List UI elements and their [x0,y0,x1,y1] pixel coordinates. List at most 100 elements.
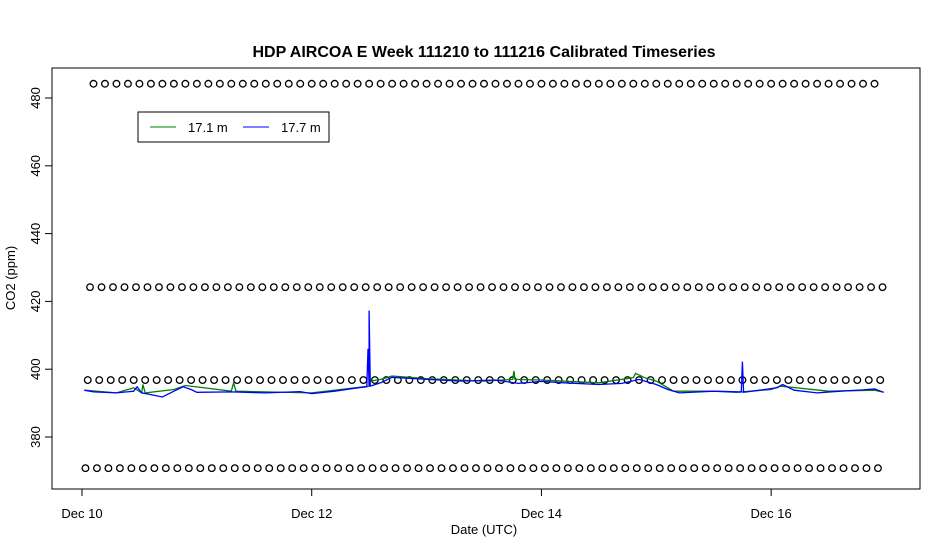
calibration-point [655,464,664,473]
calibration-point [548,79,557,88]
calibration-point [864,376,873,384]
calibration-point [506,464,515,473]
calibration-point [709,79,718,88]
x-tick-label: Dec 12 [291,506,332,521]
calibration-point [476,283,485,292]
calibration-point [874,464,882,473]
calibration-point [127,464,136,473]
calibration-point [698,79,707,88]
calibration-point [230,464,239,473]
calibration-point [250,79,259,88]
legend-label-17-1m: 17.1 m [188,120,228,135]
calibration-point [445,79,454,88]
calibration-point [686,79,695,88]
calibration-point [81,464,90,473]
x-tick-label: Dec 14 [521,506,562,521]
calibration-point [663,79,672,88]
calibration-point [644,464,653,473]
calibration-point [242,464,251,473]
calibration-point [164,376,173,384]
calibration-point [617,79,626,88]
calibration-point [690,464,699,473]
calibration-point [92,464,101,473]
calibration-point [704,376,712,384]
calibration-point [870,79,879,88]
calibration-point [678,464,687,473]
calibration-point [177,283,186,292]
calibration-point [465,283,474,292]
calibration-point [606,79,615,88]
calibration-point [717,283,726,292]
calibration-point [853,376,862,384]
calibration-point [359,376,368,384]
calibration-point [876,376,885,384]
calibration-point [146,79,155,88]
calibration-point [256,376,264,384]
calibration-point [859,79,867,88]
calibration-point [313,376,322,384]
calibration-point [589,376,598,384]
calibration-point [141,376,150,384]
calibration-point [430,283,439,292]
calibration-point [468,79,477,88]
calibration-point [123,79,132,88]
calibration-point [813,79,822,88]
calibration-point [552,464,561,473]
calibration-point [221,376,230,384]
calibration-point [683,283,692,292]
calibration-point [807,376,816,384]
calibration-point [844,283,853,292]
calibration-point [499,283,508,292]
calibration-point [411,79,420,88]
calibration-point [253,464,262,473]
calibration-point [89,79,98,88]
calibration-point [361,283,370,292]
calibration-point [380,464,389,473]
calibration-point [422,79,431,88]
calibration-point [713,464,722,473]
calibration-point [302,376,310,384]
calibration-point [867,283,876,292]
calibration-point [166,283,175,292]
calibration-point [269,283,278,292]
calibration-point [517,464,526,473]
calibration-point [155,283,163,292]
y-tick-label: 400 [28,358,43,380]
calibration-point [265,464,274,473]
x-tick-label: Dec 10 [61,506,102,521]
calibration-point [525,79,534,88]
calibration-point [594,79,603,88]
calibration-point [373,283,382,292]
calibration-point [388,79,397,88]
calibration-point [540,464,549,473]
calibration-point [235,283,244,292]
y-tick-label: 440 [28,223,43,245]
calibration-point [586,464,595,473]
calibration-point [132,283,140,292]
calibration-point [434,79,443,88]
calibration-point [560,79,569,88]
calibration-point [292,283,301,292]
calibration-point [529,464,538,473]
calibration-point [824,79,833,88]
calibration-point [365,79,374,88]
calibration-point [729,283,738,292]
calibration-point [279,376,287,384]
calibration-point [575,464,584,473]
calibration-point [233,376,242,384]
calibration-point [522,283,531,292]
calibration-point [449,464,457,473]
calibration-point [196,464,205,473]
calibration-point [786,283,795,292]
calibration-point [623,376,632,384]
calibration-point [327,283,336,292]
calibration-point [396,283,405,292]
calibration-point [778,79,787,88]
calibration-point [200,283,209,292]
calibration-point [681,376,689,384]
calibration-point [290,376,299,384]
calibration-point [181,79,190,88]
y-tick-label: 380 [28,426,43,448]
calibration-point [223,283,232,292]
calibration-point [671,283,680,292]
